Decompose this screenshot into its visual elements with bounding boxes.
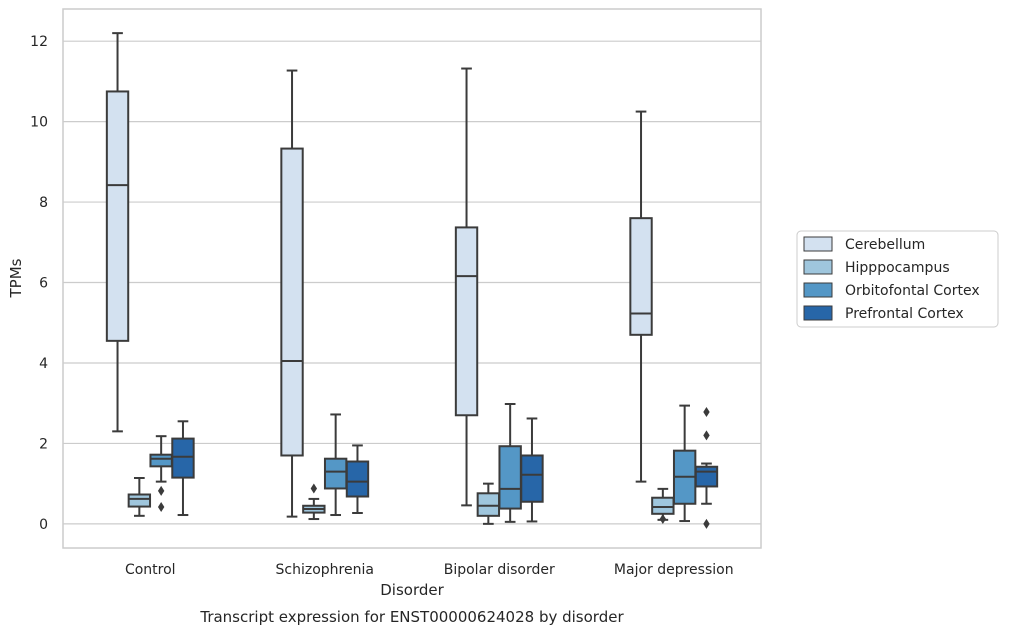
box-iqr bbox=[345, 460, 370, 498]
box-iqr bbox=[280, 147, 304, 457]
box-1-2 bbox=[323, 413, 348, 517]
box-iqr bbox=[105, 90, 130, 342]
outlier-point bbox=[703, 407, 710, 418]
outlier-point bbox=[157, 501, 165, 512]
box-3-3 bbox=[694, 407, 719, 529]
legend: Cerebellum Hipppocampus Orbitofontal Corte… bbox=[796, 230, 999, 328]
box-1-3 bbox=[345, 444, 370, 515]
box-iqr bbox=[520, 454, 544, 503]
boxes bbox=[105, 32, 719, 529]
legend-swatch bbox=[803, 282, 833, 298]
y-tick-label: 8 bbox=[39, 195, 48, 211]
x-tick-label: Bipolar disorder bbox=[444, 562, 555, 578]
y-tick-label: 0 bbox=[39, 517, 48, 533]
box-iqr bbox=[629, 217, 653, 336]
x-axis-ticks: Control Schizophrenia Bipolar disorder Majo… bbox=[125, 562, 734, 578]
plot-frame bbox=[62, 8, 762, 549]
y-tick-label: 2 bbox=[39, 436, 48, 452]
y-axis-ticks: 0 2 4 6 8 10 12 bbox=[30, 34, 48, 533]
box-iqr bbox=[476, 492, 501, 517]
box-iqr bbox=[694, 465, 719, 488]
legend-label: Cerebellum bbox=[845, 237, 925, 253]
box-iqr bbox=[498, 445, 522, 510]
legend-swatch bbox=[803, 236, 833, 252]
box-iqr bbox=[127, 493, 152, 508]
y-tick-label: 4 bbox=[39, 356, 48, 372]
box-1-1 bbox=[302, 483, 326, 521]
outlier-point bbox=[659, 514, 667, 525]
box-iqr bbox=[171, 437, 195, 479]
y-tick-label: 12 bbox=[30, 34, 48, 50]
outlier-point bbox=[703, 518, 710, 529]
box-3-0 bbox=[629, 110, 653, 483]
box-3-1 bbox=[651, 487, 675, 525]
box-2-0 bbox=[454, 67, 479, 507]
chart-caption: Transcript expression for ENST0000062402… bbox=[199, 608, 624, 626]
box-iqr bbox=[651, 496, 675, 515]
x-tick-label: Schizophrenia bbox=[276, 562, 374, 578]
legend-label: Orbitofontal Cortex bbox=[845, 283, 980, 299]
y-axis-title: TPMs bbox=[7, 258, 25, 298]
x-tick-label: Control bbox=[125, 562, 176, 578]
outlier-point bbox=[157, 485, 165, 496]
legend-swatch bbox=[803, 305, 833, 321]
box-2-1 bbox=[476, 482, 501, 525]
y-tick-label: 6 bbox=[39, 276, 48, 292]
x-tick-label: Major depression bbox=[614, 562, 734, 578]
box-1-0 bbox=[280, 69, 304, 518]
outlier-point bbox=[703, 430, 710, 441]
box-3-2 bbox=[672, 404, 697, 523]
box-2-3 bbox=[520, 417, 544, 523]
outlier-point bbox=[310, 483, 318, 494]
box-iqr bbox=[454, 226, 479, 417]
box-2-2 bbox=[498, 402, 522, 523]
legend-frame bbox=[796, 230, 999, 328]
box-0-0 bbox=[105, 32, 130, 433]
gridlines bbox=[63, 40, 761, 525]
legend-swatch bbox=[803, 259, 833, 275]
box-0-3 bbox=[171, 420, 195, 517]
box-iqr bbox=[149, 453, 173, 468]
legend-label: Prefrontal Cortex bbox=[845, 306, 964, 322]
x-axis-title: Disorder bbox=[380, 581, 444, 599]
box-iqr bbox=[323, 457, 348, 490]
y-tick-label: 10 bbox=[30, 115, 48, 131]
legend-label: Hipppocampus bbox=[845, 260, 950, 276]
box-0-2 bbox=[149, 435, 173, 512]
box-0-1 bbox=[127, 477, 152, 517]
